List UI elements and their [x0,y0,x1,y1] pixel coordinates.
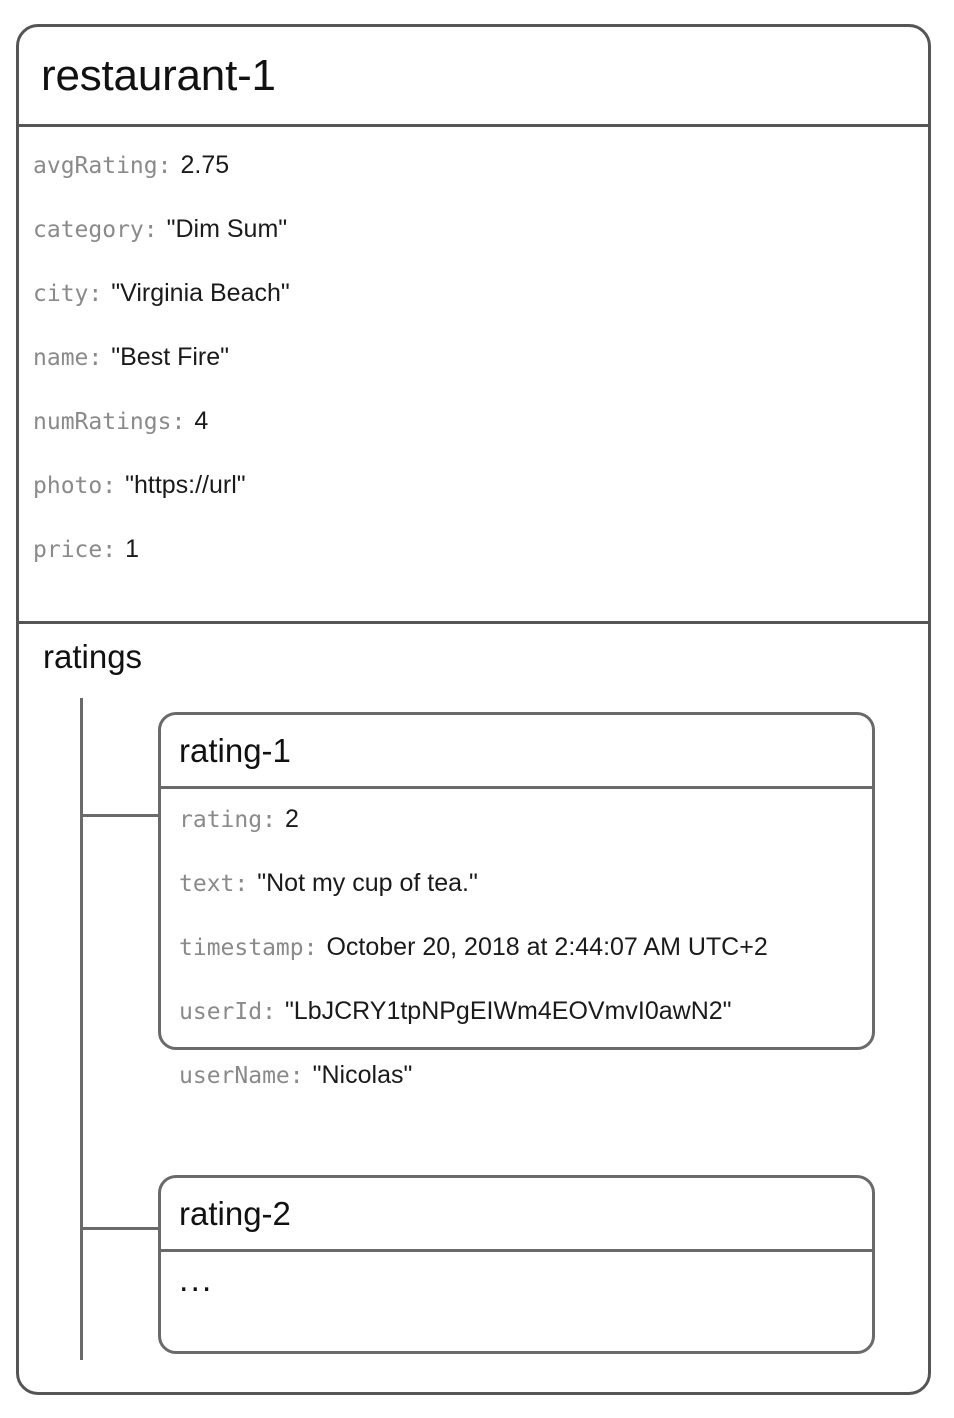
tree-branch-line-rating-2 [80,1227,160,1230]
field-value-rating: 2 [284,805,299,833]
field-row-userid: userId: "LbJCRY1tpNPgEIWm4EOVmvI0awN2" [179,997,856,1061]
tree-trunk-line [80,698,83,1360]
field-value-numratings: 4 [194,407,209,435]
restaurant-document-card: restaurant-1 avgRating: 2.75 category: "… [16,24,931,1395]
field-key-userid: userId: [179,999,276,1025]
rating-document-card-1: rating-1 rating: 2 text: "Not my cup of … [158,712,875,1089]
field-key-name: name: [33,345,103,371]
field-key-numratings: numRatings: [33,409,186,435]
field-value-price: 1 [125,535,139,563]
field-value-text: "Not my cup of tea." [257,869,478,897]
field-row-text: text: "Not my cup of tea." [179,869,856,933]
rating-document-id-2: rating-2 [179,1195,291,1232]
field-key-photo: photo: [33,473,117,499]
field-key-avgrating: avgRating: [33,153,172,179]
field-key-username: userName: [179,1063,304,1089]
field-value-category: "Dim Sum" [166,215,288,243]
rating-document-ellipsis-2: ... [179,1261,214,1299]
field-row-category: category: "Dim Sum" [33,215,906,279]
field-row-city: city: "Virginia Beach" [33,279,906,343]
tree-branch-line-rating-1 [80,814,160,817]
field-row-numratings: numRatings: 4 [33,407,906,471]
field-key-city: city: [33,281,103,307]
field-value-name: "Best Fire" [111,343,230,371]
rating-field-list-1: rating: 2 text: "Not my cup of tea." tim… [161,789,872,1135]
ratings-subcollection: ratings rating-1 rating: 2 text: "Not my… [19,624,928,1382]
field-value-photo: "https://url" [125,471,246,499]
rating-document-id-1: rating-1 [179,732,291,769]
field-key-category: category: [33,217,158,243]
field-key-price: price: [33,537,117,563]
restaurant-field-list: avgRating: 2.75 category: "Dim Sum" city… [19,127,928,624]
field-row-timestamp: timestamp: October 20, 2018 at 2:44:07 A… [179,933,856,997]
field-row-rating: rating: 2 [179,805,856,869]
field-value-timestamp: October 20, 2018 at 2:44:07 AM UTC+2 [326,933,768,961]
field-value-city: "Virginia Beach" [111,279,290,307]
restaurant-document-header: restaurant-1 [19,27,928,127]
field-row-photo: photo: "https://url" [33,471,906,535]
subcollection-label: ratings [43,638,143,675]
field-key-rating: rating: [179,807,276,833]
field-value-userid: "LbJCRY1tpNPgEIWm4EOVmvI0awN2" [284,997,732,1025]
rating-document-header-2: rating-2 [161,1178,872,1252]
field-value-avgrating: 2.75 [180,151,230,179]
rating-document-header-1: rating-1 [161,715,872,789]
field-row-avgrating: avgRating: 2.75 [33,151,906,215]
field-row-name: name: "Best Fire" [33,343,906,407]
field-row-price: price: 1 [33,535,906,599]
field-key-text: text: [179,871,249,897]
field-row-username: userName: "Nicolas" [179,1061,856,1125]
field-value-username: "Nicolas" [312,1061,413,1089]
field-key-timestamp: timestamp: [179,935,318,961]
restaurant-document-id: restaurant-1 [41,50,276,100]
rating-document-card-2: rating-2 ... [158,1175,875,1354]
